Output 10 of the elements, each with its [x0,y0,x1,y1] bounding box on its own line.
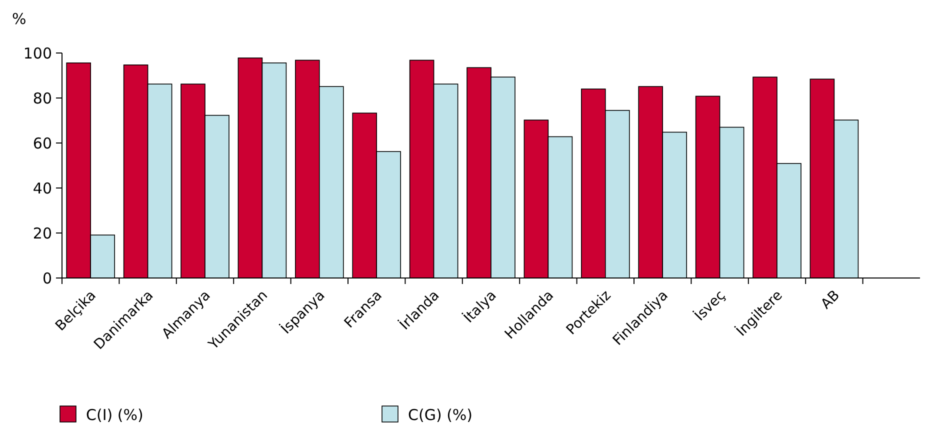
x-tick-label: AB [818,288,844,312]
y-tick-label: 0 [42,269,52,288]
y-axis-title: % [12,10,26,28]
y-tick-label: 40 [32,179,52,198]
legend-label: C(G) (%) [408,406,473,424]
y-tick-label: 80 [32,89,52,108]
y-tick-label: 100 [23,44,52,62]
legend-label: C(I) (%) [86,406,144,424]
y-tick-label: 60 [32,134,52,152]
y-tick-label: 20 [32,224,52,242]
